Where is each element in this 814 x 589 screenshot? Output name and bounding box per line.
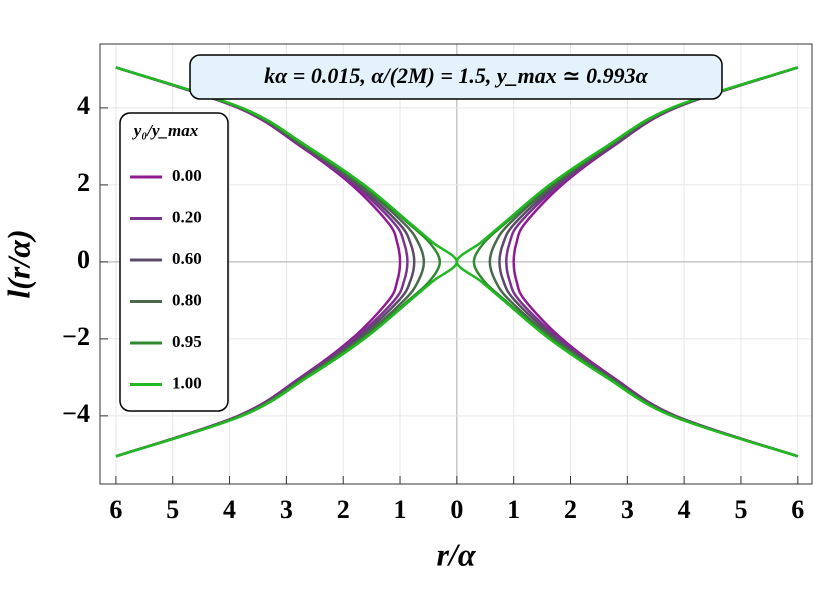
series-line [115, 66, 799, 458]
legend-label: 1.00 [172, 373, 202, 392]
y-tick-label: 0 [77, 245, 90, 274]
x-tick-label: 1 [394, 495, 407, 524]
x-tick-label: 2 [564, 495, 577, 524]
x-tick-label: 4 [678, 495, 691, 524]
x-axis-label: r/α [436, 536, 476, 572]
legend-label: 0.95 [172, 332, 202, 351]
legend-label: 0.20 [172, 207, 202, 226]
x-tick-label: 6 [109, 495, 122, 524]
x-tick-label: 3 [280, 495, 293, 524]
x-tick-label: 5 [166, 495, 179, 524]
x-tick-label: 3 [621, 495, 634, 524]
y-axis-label: l(r/α) [0, 229, 36, 298]
annotation-box [189, 54, 723, 100]
y-tick-label: 4 [77, 91, 90, 120]
x-tick-label: 1 [507, 495, 520, 524]
x-tick-label: 2 [337, 495, 350, 524]
legend-label: 0.00 [172, 166, 202, 185]
x-tick-label: 5 [734, 495, 747, 524]
x-tick-label: 6 [791, 495, 804, 524]
legend-title: y₀/y_max [132, 121, 199, 140]
plot-lines [115, 66, 799, 458]
legend-label: 0.60 [172, 249, 202, 268]
grid [100, 44, 812, 484]
legend: 0.00 0.20 0.60 0.80 0.95 1.00 [130, 166, 202, 392]
y-tick-label: 2 [77, 168, 90, 197]
x-tick-label: 0 [450, 495, 463, 524]
x-tick-label: 4 [223, 495, 236, 524]
plot-frame [99, 43, 813, 485]
legend-label: 0.80 [172, 290, 202, 309]
y-tick-label: −4 [62, 399, 90, 428]
annotation: kα = 0.015, α/(2M) = 1.5, y_max ≃ 0.993α [264, 63, 649, 88]
y-tick-label: −2 [62, 322, 90, 351]
legend-box [119, 112, 229, 412]
